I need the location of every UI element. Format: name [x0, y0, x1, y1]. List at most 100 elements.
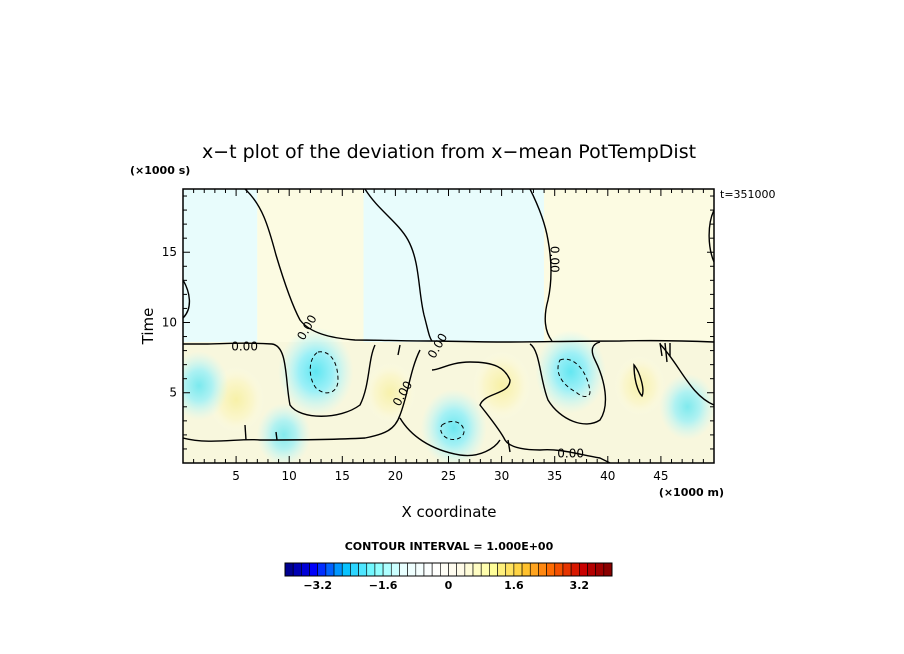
- x-tick-label: 15: [335, 469, 350, 483]
- x-tick-label: 45: [653, 469, 668, 483]
- contour-line: [557, 358, 591, 397]
- colorbar-cell: [570, 562, 580, 577]
- colorbar-cell: [374, 562, 384, 577]
- colorbar-cell: [341, 562, 351, 577]
- colorbar-frame: [284, 562, 613, 577]
- colorbar-cell: [497, 562, 507, 577]
- colorbar-tick-label: 0: [445, 579, 453, 592]
- colorbar-cell: [480, 562, 490, 577]
- contour-lines: [183, 189, 714, 463]
- contour-line: [529, 341, 607, 425]
- colorbar-cell: [333, 562, 343, 577]
- colorbar-cell: [448, 562, 457, 577]
- time-stamp: t=351000: [720, 188, 776, 201]
- contour-line: [440, 421, 465, 440]
- contour-line: [275, 431, 278, 441]
- x-tick-label: 5: [232, 469, 240, 483]
- band-cell: [183, 189, 258, 344]
- x-tick-label: 10: [282, 469, 297, 483]
- contour-line: [507, 439, 511, 453]
- y-tick-label: 15: [162, 245, 177, 259]
- contour-line: [659, 342, 671, 363]
- colorbar-cell: [562, 562, 572, 577]
- colorbar-tick-label: −3.2: [303, 579, 332, 592]
- contour-line: [708, 209, 714, 263]
- heatmap-cell: [278, 327, 354, 417]
- colorbar-cell: [472, 562, 482, 577]
- colorbar-cell: [489, 562, 498, 577]
- colorbar-cell: [464, 562, 474, 577]
- x-tick-label: 20: [388, 469, 403, 483]
- colorbar-cell: [317, 562, 327, 577]
- colorbar-cell: [538, 562, 547, 577]
- colorbar-cell: [431, 562, 441, 577]
- colorbar-cell: [587, 562, 596, 577]
- heatmap-cell: [256, 403, 311, 463]
- y-tick-label: 5: [169, 386, 177, 400]
- colorbar-cell: [513, 562, 523, 577]
- heatmap-cell: [659, 373, 714, 440]
- contour-line: [399, 417, 501, 457]
- colorbar-cell: [415, 562, 425, 577]
- colorbar-cell: [423, 562, 433, 577]
- colorbar-cell: [292, 562, 302, 577]
- contour-line: [183, 279, 191, 319]
- colorbar-cell: [358, 562, 368, 577]
- colorbar-cell: [440, 562, 449, 577]
- colorbar-cell: [309, 562, 318, 577]
- x-tick-label: 40: [600, 469, 615, 483]
- contour-line: [431, 361, 611, 463]
- y-tick-label: 10: [162, 315, 177, 329]
- colorbar-cell: [399, 562, 408, 577]
- contour-line: [183, 349, 421, 442]
- x-tick-label: 35: [547, 469, 562, 483]
- colorbar-cell: [407, 562, 417, 577]
- heatmap-cell: [183, 351, 229, 421]
- heatmap-cell: [420, 389, 487, 463]
- contour-line: [244, 424, 247, 441]
- x-tick-label: 25: [441, 469, 456, 483]
- contour-line: [633, 363, 644, 398]
- negative-contours: [309, 351, 591, 440]
- colorbar-cell: [505, 562, 515, 577]
- colorbar-cell: [546, 562, 556, 577]
- contour-label: 0.00: [231, 340, 258, 354]
- heatmap-cell: [613, 355, 666, 417]
- axes: 5 10 15 20 25 30 35 40 45 5 10 15: [162, 189, 714, 483]
- x-axis-label: X coordinate: [401, 503, 496, 521]
- contour-line: [529, 189, 553, 342]
- heatmap-cells: [183, 327, 714, 463]
- contour-line: [183, 342, 376, 417]
- y-axis-label: Time: [139, 308, 157, 346]
- x-tick-label: 30: [494, 469, 509, 483]
- colorbar: −3.2 −1.6 0 1.6 3.2: [284, 562, 613, 592]
- colorbar-tick-label: −1.6: [369, 579, 398, 592]
- upper-bands: [183, 189, 714, 344]
- colorbar-cell: [603, 562, 613, 577]
- y-unit-label: (×1000 s): [130, 164, 190, 177]
- contour-labels: 0.000.000.000.000.000.00: [231, 246, 584, 460]
- chart-title: x−t plot of the deviation from x−mean Po…: [202, 141, 696, 163]
- colorbar-tick-label: 1.6: [504, 579, 524, 592]
- colorbar-cell: [595, 562, 605, 577]
- heatmap-cell: [535, 330, 606, 414]
- x-unit-label: (×1000 m): [659, 486, 724, 499]
- band-cell: [363, 189, 545, 344]
- colorbar-cell: [521, 562, 531, 577]
- contour-line: [364, 189, 433, 342]
- heatmap-cell: [472, 351, 532, 421]
- colorbar-cell: [301, 562, 310, 577]
- colorbar-cell: [350, 562, 359, 577]
- band-cell: [544, 189, 714, 344]
- colorbar-cell: [284, 562, 294, 577]
- colorbar-cell: [382, 562, 392, 577]
- contour-line: [244, 189, 714, 343]
- colorbar-cell: [390, 562, 400, 577]
- colorbar-cell: [529, 562, 539, 577]
- colorbar-tick-label: 3.2: [570, 579, 590, 592]
- colorbar-cell: [456, 562, 466, 577]
- colorbar-cell: [366, 562, 376, 577]
- colorbar-cell: [578, 562, 588, 577]
- contour-line: [309, 351, 339, 394]
